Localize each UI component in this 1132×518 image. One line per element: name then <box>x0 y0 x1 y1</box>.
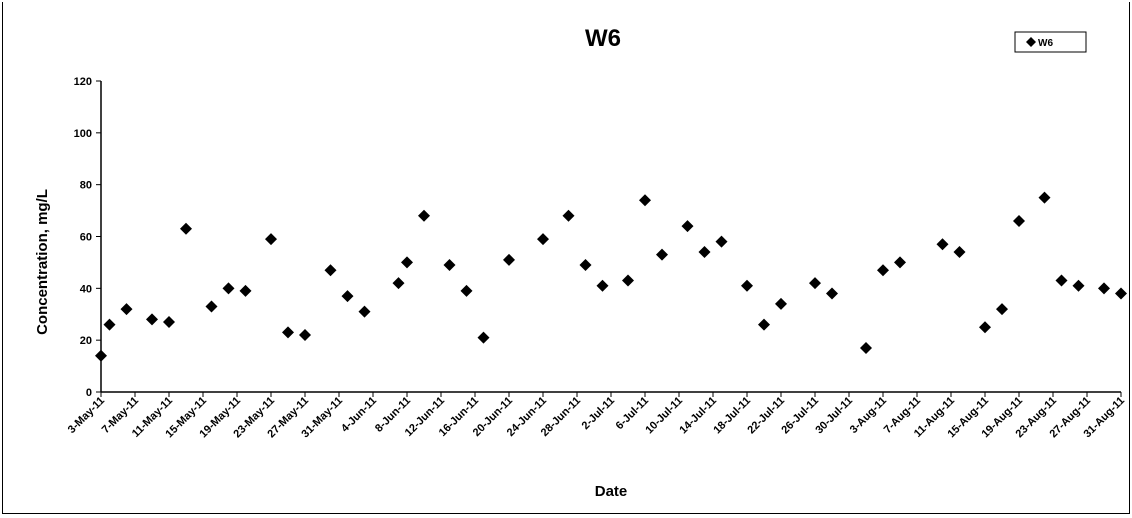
data-point <box>809 277 821 290</box>
y-tick-label: 80 <box>80 180 92 192</box>
data-point <box>622 274 634 287</box>
data-point <box>681 220 694 233</box>
data-point <box>146 313 158 326</box>
data-point <box>299 328 311 341</box>
data-points <box>95 191 1127 362</box>
data-point <box>860 341 872 354</box>
data-point <box>979 321 991 334</box>
data-point <box>1038 191 1051 204</box>
data-point <box>460 284 473 297</box>
data-point <box>1013 214 1025 227</box>
y-tick-label: 100 <box>74 128 92 140</box>
legend-box <box>1014 31 1087 53</box>
data-point <box>120 303 133 316</box>
data-point <box>953 246 966 259</box>
data-point <box>358 305 371 318</box>
data-point <box>1055 274 1068 287</box>
y-axis: 0 20 40 60 80 100 120 <box>74 76 102 399</box>
data-point <box>741 279 753 292</box>
y-tick-label: 120 <box>74 76 92 88</box>
data-point <box>579 259 592 272</box>
chart-title: W6 <box>585 25 621 52</box>
data-point <box>936 238 949 251</box>
data-point <box>443 259 456 272</box>
x-tick-label: 4-Jun-11 <box>339 395 379 435</box>
y-tick-label: 0 <box>86 387 92 399</box>
data-point <box>324 264 337 277</box>
data-point <box>1115 287 1127 300</box>
y-tick-label: 20 <box>80 335 92 347</box>
data-point <box>418 209 430 222</box>
data-point <box>401 256 413 269</box>
data-point <box>894 256 906 269</box>
data-point <box>1072 279 1085 292</box>
data-point <box>877 264 889 277</box>
data-point <box>656 248 668 261</box>
x-tick-label: 2-Jul-11 <box>580 395 617 432</box>
y-tick-label: 40 <box>80 283 92 295</box>
legend-label: W6 <box>1038 38 1053 49</box>
data-point <box>205 300 218 313</box>
legend-marker-diamond-icon <box>1026 37 1036 47</box>
data-point <box>698 246 711 259</box>
data-point <box>239 284 252 297</box>
data-point <box>758 318 770 331</box>
data-point <box>341 290 354 303</box>
data-point <box>562 209 575 222</box>
x-axis-title: Date <box>595 483 628 500</box>
data-point <box>95 349 107 362</box>
data-point <box>265 233 277 246</box>
data-point <box>163 316 175 329</box>
data-point <box>826 287 838 300</box>
data-point <box>222 282 235 295</box>
data-point <box>180 222 192 235</box>
data-point <box>996 303 1008 316</box>
data-point <box>282 326 294 339</box>
data-point <box>503 253 515 266</box>
scatter-chart: W6 W6 Concentration, mg/L Date 0 20 40 60 80… <box>34 25 1127 500</box>
data-point <box>775 297 787 310</box>
legend: W6 <box>1014 31 1087 53</box>
data-point <box>1098 282 1110 295</box>
y-tick-label: 60 <box>80 232 92 244</box>
data-point <box>715 235 728 248</box>
data-point <box>392 277 405 290</box>
data-point <box>596 279 609 292</box>
data-point <box>103 318 116 331</box>
x-axis: 3-May-117-May-1111-May-1115-May-1119-May… <box>66 391 1127 440</box>
data-point <box>537 233 549 246</box>
y-axis-title: Concentration, mg/L <box>34 189 51 335</box>
data-point <box>639 194 651 207</box>
x-tick-label: 30-Jul-11 <box>813 395 855 437</box>
data-point <box>477 331 490 344</box>
